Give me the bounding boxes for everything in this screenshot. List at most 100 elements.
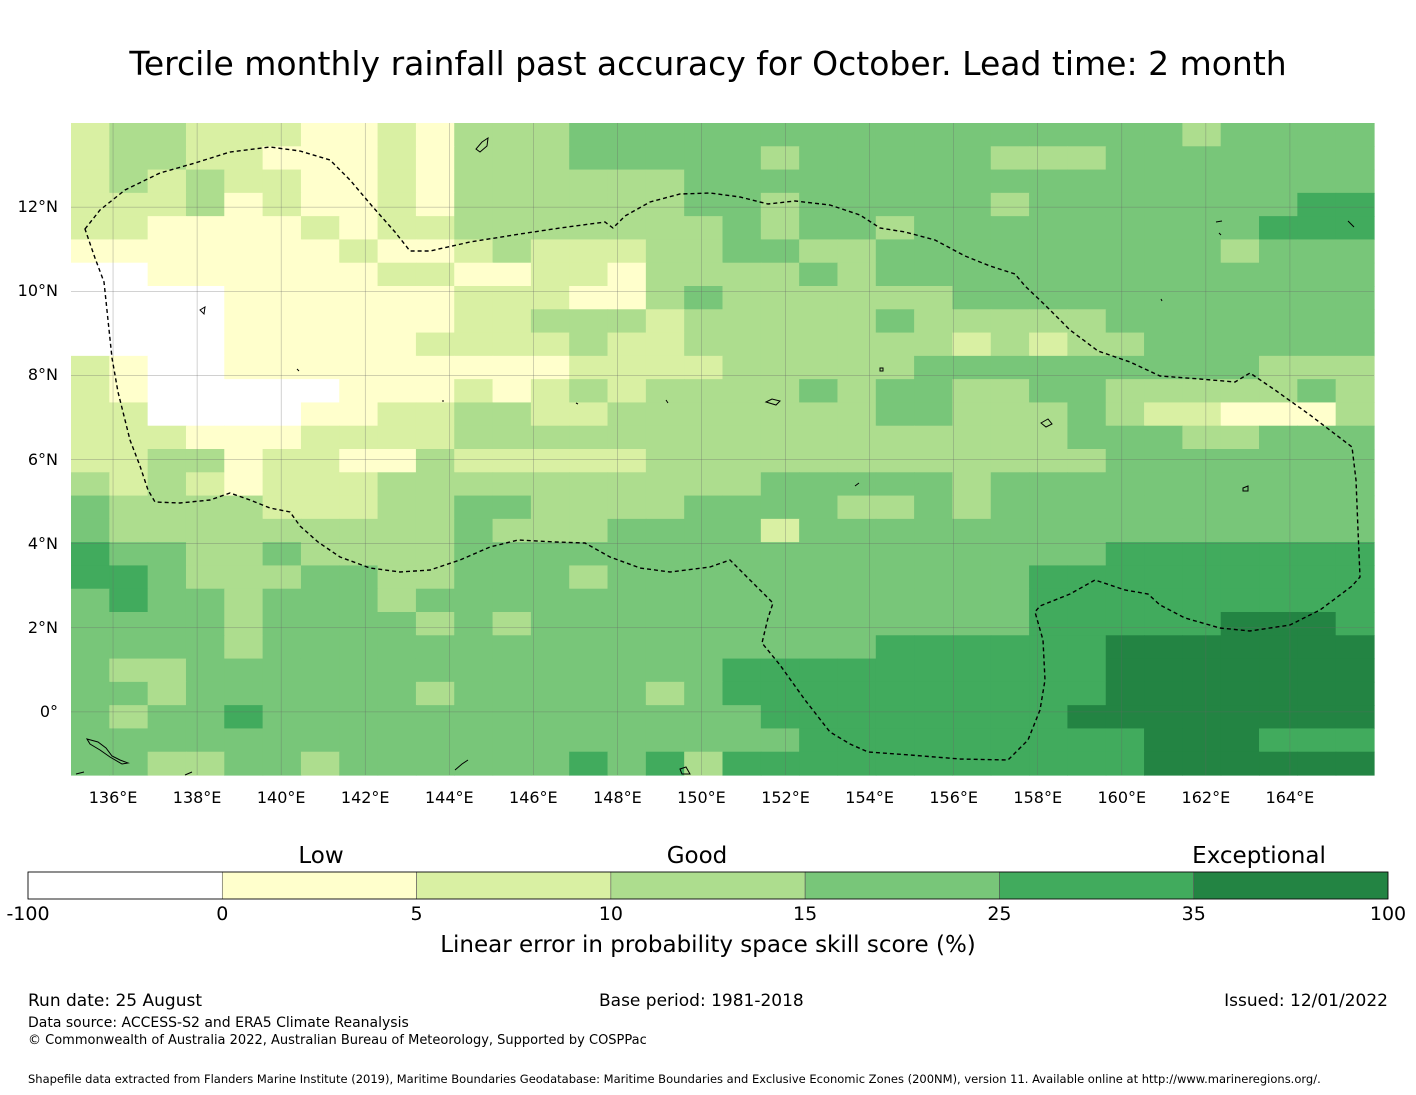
grid-cell bbox=[1220, 565, 1260, 590]
grid-cell bbox=[760, 751, 800, 776]
grid-cell bbox=[1067, 542, 1107, 567]
grid-cell bbox=[722, 216, 762, 241]
grid-cell bbox=[109, 286, 149, 310]
grid-cell bbox=[454, 495, 494, 520]
grid-cell bbox=[377, 495, 417, 520]
grid-cell bbox=[224, 728, 264, 753]
grid-cell bbox=[185, 355, 225, 380]
grid-cell bbox=[71, 449, 110, 473]
grid-cell bbox=[262, 542, 302, 567]
grid-cell bbox=[914, 379, 954, 404]
grid-cell bbox=[147, 146, 187, 171]
grid-cell bbox=[339, 635, 379, 660]
grid-cell bbox=[1067, 355, 1107, 380]
grid-cell bbox=[71, 379, 110, 404]
grid-cell bbox=[415, 588, 455, 613]
grid-cell bbox=[1297, 402, 1337, 427]
grid-cell bbox=[185, 192, 225, 217]
grid-cell bbox=[607, 635, 647, 660]
grid-cell bbox=[914, 565, 954, 590]
grid-cell bbox=[760, 612, 800, 636]
grid-cell bbox=[71, 216, 110, 241]
grid-cell bbox=[684, 495, 724, 520]
grid-cell bbox=[1144, 705, 1183, 730]
grid-cell bbox=[1259, 449, 1298, 473]
grid-cell bbox=[71, 751, 110, 776]
grid-cell bbox=[607, 262, 647, 287]
grid-cell bbox=[262, 216, 302, 241]
grid-cell bbox=[1144, 681, 1183, 706]
grid-cell bbox=[300, 565, 340, 590]
grid-cell bbox=[492, 449, 532, 473]
grid-cell bbox=[262, 472, 302, 497]
grid-cell bbox=[262, 728, 302, 753]
grid-cell bbox=[377, 728, 417, 753]
grid-cell bbox=[952, 146, 992, 171]
grid-cell bbox=[185, 751, 225, 776]
grid-cell bbox=[569, 169, 609, 194]
grid-cell bbox=[339, 728, 379, 753]
grid-cell bbox=[492, 216, 532, 241]
grid-cell bbox=[262, 635, 302, 660]
grid-cell bbox=[569, 495, 609, 520]
grid-cell bbox=[109, 705, 149, 730]
grid-cell bbox=[684, 518, 724, 543]
grid-cell bbox=[837, 146, 877, 171]
grid-cell bbox=[415, 216, 455, 241]
grid-cell bbox=[914, 355, 954, 380]
grid-cell bbox=[262, 588, 302, 613]
longitude-label: 142°E bbox=[340, 788, 390, 807]
grid-cell bbox=[914, 658, 954, 683]
grid-cell bbox=[607, 728, 647, 753]
grid-cell bbox=[185, 472, 225, 497]
grid-cell bbox=[760, 542, 800, 567]
grid-cell bbox=[990, 495, 1030, 520]
grid-cell bbox=[530, 216, 570, 241]
grid-cell bbox=[952, 239, 992, 264]
grid-cell bbox=[415, 146, 455, 171]
grid-cell bbox=[1259, 495, 1298, 520]
grid-cell bbox=[990, 286, 1030, 310]
grid-cell bbox=[837, 565, 877, 590]
grid-cell bbox=[300, 239, 340, 264]
page-title: Tercile monthly rainfall past accuracy f… bbox=[129, 44, 1287, 83]
grid-cell bbox=[799, 146, 839, 171]
grid-cell bbox=[952, 192, 992, 217]
grid-cell bbox=[377, 751, 417, 776]
grid-cell bbox=[569, 239, 609, 264]
grid-cell bbox=[722, 751, 762, 776]
grid-cell bbox=[799, 355, 839, 380]
grid-cell bbox=[492, 146, 532, 171]
grid-cell bbox=[914, 425, 954, 450]
colorbar bbox=[27, 871, 1389, 900]
grid-cell bbox=[875, 751, 915, 776]
grid-cell bbox=[799, 751, 839, 776]
grid-cell bbox=[377, 635, 417, 660]
grid-cell bbox=[224, 705, 264, 730]
colorbar-segment bbox=[1193, 871, 1389, 900]
grid-cell bbox=[454, 146, 494, 171]
grid-cell bbox=[377, 425, 417, 450]
grid-cell bbox=[1220, 518, 1260, 543]
grid-cell bbox=[339, 355, 379, 380]
grid-cell bbox=[1259, 355, 1298, 380]
grid-cell bbox=[415, 705, 455, 730]
grid-cell bbox=[1297, 705, 1337, 730]
grid-cell bbox=[1182, 705, 1222, 730]
grid-cell bbox=[492, 542, 532, 567]
grid-cell bbox=[1335, 123, 1375, 147]
grid-cell bbox=[645, 681, 685, 706]
grid-cell bbox=[645, 449, 685, 473]
grid-cell bbox=[530, 262, 570, 287]
grid-cell bbox=[1335, 495, 1375, 520]
grid-cell bbox=[607, 588, 647, 613]
grid-cell bbox=[377, 216, 417, 241]
grid-cell bbox=[952, 542, 992, 567]
grid-cell bbox=[262, 309, 302, 334]
grid-cell bbox=[799, 286, 839, 310]
grid-cell bbox=[300, 658, 340, 683]
grid-cell bbox=[1105, 146, 1145, 171]
grid-cell bbox=[454, 355, 494, 380]
latitude-label: 6°N bbox=[27, 449, 58, 469]
grid-cell bbox=[300, 216, 340, 241]
